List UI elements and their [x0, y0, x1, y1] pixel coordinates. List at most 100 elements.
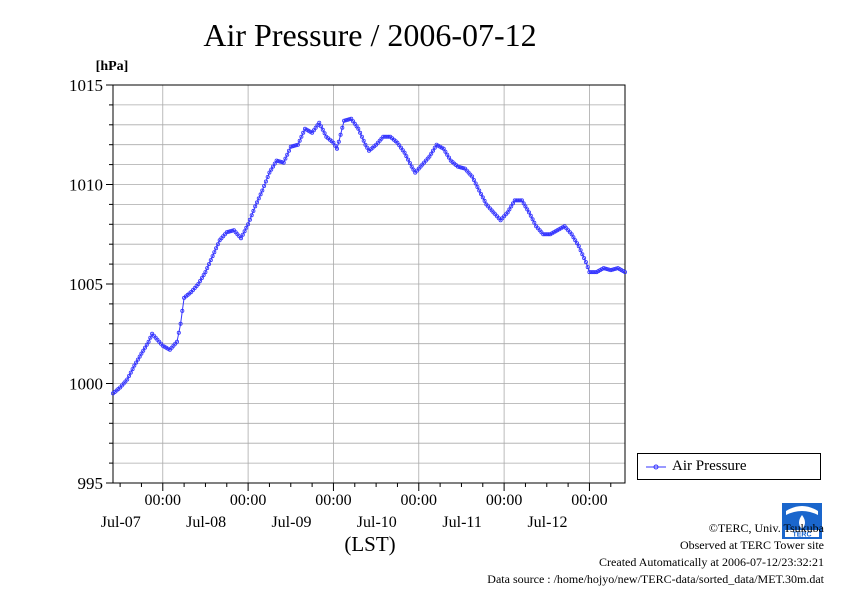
data-point [278, 159, 283, 164]
data-point [132, 363, 137, 368]
data-point [144, 342, 149, 347]
data-point [363, 142, 368, 147]
data-point [139, 351, 144, 356]
data-point [530, 217, 535, 222]
y-axis: 995 1000 1005 1010 1015 [69, 76, 113, 493]
footer-created: Created Automatically at 2006-07-12/23:3… [599, 555, 824, 569]
data-point [311, 128, 316, 133]
data-point [279, 160, 284, 165]
data-point [254, 200, 259, 205]
x-tick-label-date: Jul-09 [271, 514, 311, 531]
data-point [322, 131, 327, 136]
data-point [578, 248, 583, 253]
data-point [527, 210, 532, 215]
data-point [340, 125, 345, 130]
y-axis-label: [hPa] [96, 59, 129, 74]
x-tick-label-time: 00:00 [230, 492, 266, 509]
legend-label-air-pressure: Air Pressure [672, 458, 747, 474]
x-tick-label-date: Jul-07 [101, 514, 141, 531]
data-point [480, 195, 485, 200]
data-point [612, 267, 617, 272]
data-point [546, 232, 551, 237]
y-tick-label: 1010 [69, 176, 103, 195]
data-point [214, 246, 219, 251]
data-point [343, 118, 348, 123]
data-point [409, 164, 414, 169]
data-point [127, 373, 132, 378]
data-point [334, 146, 339, 151]
footer-source: Data source : /home/hojyo/new/TERC-data/… [487, 572, 824, 586]
data-point [292, 143, 297, 148]
data-point [333, 143, 338, 148]
data-point [269, 167, 274, 172]
x-tick-label-date: Jul-10 [357, 514, 397, 531]
data-point [432, 145, 437, 150]
data-point [446, 155, 451, 160]
x-axis-label: (LST) [344, 532, 395, 556]
data-point [350, 119, 355, 124]
x-tick-label-time: 00:00 [315, 492, 351, 509]
data-point [125, 377, 130, 382]
data-point [395, 140, 400, 145]
data-point [260, 188, 265, 193]
data-point [342, 118, 347, 123]
data-point [509, 204, 514, 209]
data-point [135, 357, 140, 362]
data-point [573, 238, 578, 243]
legend: Air Pressure [637, 453, 821, 480]
chart-title: Air Pressure / 2006-07-12 [203, 17, 536, 53]
data-point [247, 217, 252, 222]
legend-marker-air-pressure [646, 464, 666, 470]
terc-logo: TERC [782, 503, 822, 539]
data-point [240, 232, 245, 237]
data-point [249, 213, 254, 218]
data-point [142, 345, 147, 350]
footer: ©TERC, Univ. Tsukuba Observed at TERC To… [487, 520, 824, 588]
data-point [580, 252, 585, 257]
data-point [301, 130, 306, 135]
data-point [470, 174, 475, 179]
data-point [295, 142, 300, 147]
data-point [505, 210, 510, 215]
data-point [455, 164, 460, 169]
data-point [386, 134, 391, 139]
data-point [331, 140, 336, 145]
data-point [338, 132, 343, 137]
data-point [270, 164, 275, 169]
data-point [352, 121, 357, 126]
data-point [210, 254, 215, 259]
data-point [290, 144, 295, 149]
data-point [276, 159, 281, 164]
x-tick-label-date: Jul-11 [442, 514, 481, 531]
data-point [315, 123, 320, 128]
data-point [356, 126, 361, 131]
data-point [365, 145, 370, 150]
data-point [285, 152, 290, 157]
data-point [208, 258, 213, 263]
data-point [242, 229, 247, 234]
data-point [198, 278, 203, 283]
data-point [528, 213, 533, 218]
data-point [605, 267, 610, 272]
data-point [272, 161, 277, 166]
footer-observed: Observed at TERC Tower site [679, 538, 824, 552]
data-point [477, 188, 482, 193]
data-point [397, 143, 402, 148]
data-point [265, 174, 270, 179]
data-point [281, 160, 286, 165]
data-point [459, 165, 464, 170]
data-point [148, 335, 153, 340]
data-point [583, 260, 588, 265]
data-point [582, 256, 587, 261]
data-point [507, 207, 512, 212]
data-point [318, 124, 323, 129]
data-point [430, 148, 435, 153]
data-point [256, 196, 261, 201]
data-point [310, 130, 315, 135]
data-point [402, 150, 407, 155]
data-point [441, 146, 446, 151]
data-point [429, 151, 434, 156]
data-point [427, 154, 432, 159]
data-point [215, 242, 220, 247]
